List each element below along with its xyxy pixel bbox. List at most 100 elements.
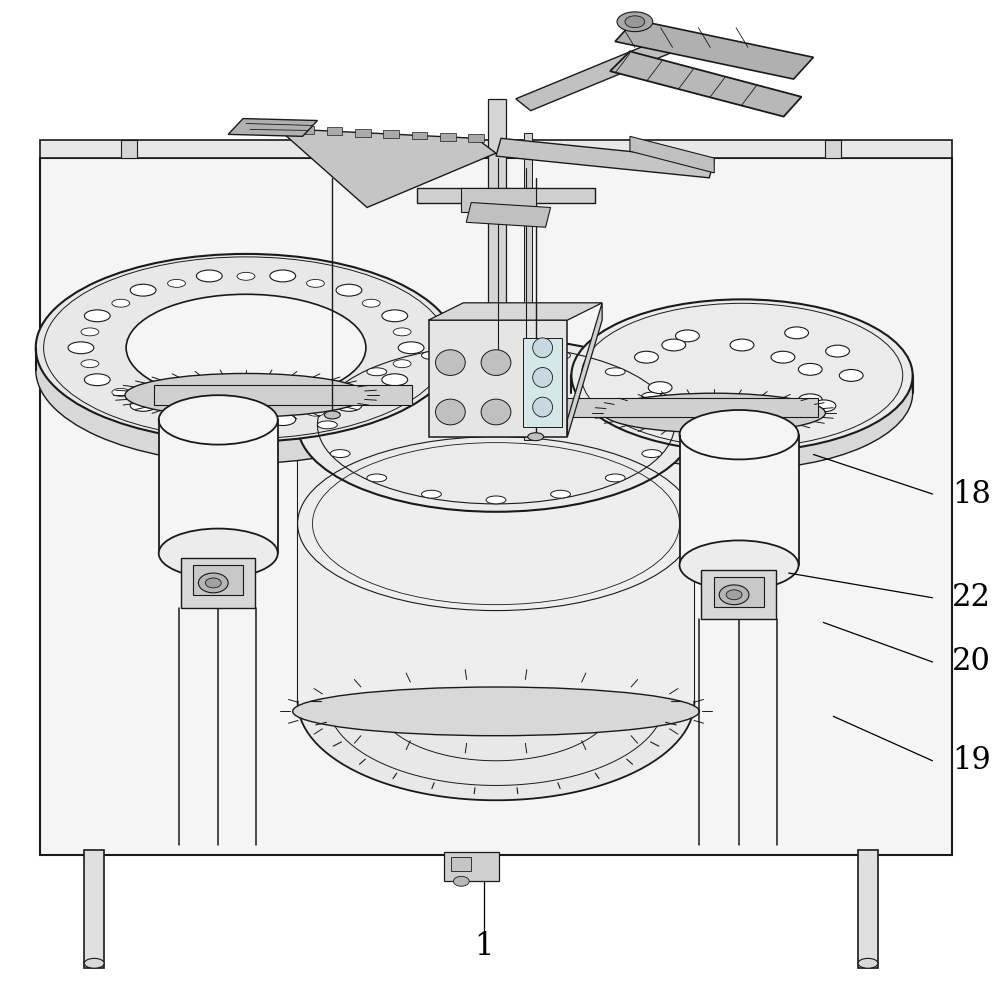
Bar xyxy=(524,133,532,440)
Ellipse shape xyxy=(486,496,506,504)
Ellipse shape xyxy=(471,410,521,430)
Ellipse shape xyxy=(785,327,809,339)
Ellipse shape xyxy=(159,395,278,445)
Bar xyxy=(440,133,456,141)
Ellipse shape xyxy=(298,338,694,512)
Polygon shape xyxy=(278,128,496,207)
Polygon shape xyxy=(466,203,551,227)
Ellipse shape xyxy=(317,421,337,429)
Ellipse shape xyxy=(719,585,749,605)
Ellipse shape xyxy=(680,540,799,590)
Ellipse shape xyxy=(826,345,849,357)
Ellipse shape xyxy=(676,330,699,342)
Polygon shape xyxy=(496,138,714,178)
Text: 18: 18 xyxy=(952,478,991,510)
Text: 19: 19 xyxy=(952,745,991,777)
Ellipse shape xyxy=(605,474,625,482)
Bar xyxy=(468,134,484,142)
Ellipse shape xyxy=(533,397,553,417)
Ellipse shape xyxy=(196,414,222,426)
Ellipse shape xyxy=(435,399,465,425)
Bar xyxy=(355,128,371,136)
Ellipse shape xyxy=(435,350,465,375)
Ellipse shape xyxy=(382,373,408,385)
Polygon shape xyxy=(40,140,952,158)
Ellipse shape xyxy=(689,406,713,418)
Ellipse shape xyxy=(571,317,913,469)
Ellipse shape xyxy=(362,299,380,307)
Ellipse shape xyxy=(81,328,99,336)
Polygon shape xyxy=(417,188,595,203)
Ellipse shape xyxy=(293,687,699,736)
Bar xyxy=(84,850,104,968)
Ellipse shape xyxy=(481,399,511,425)
Bar xyxy=(451,857,471,871)
Bar xyxy=(714,577,764,607)
Ellipse shape xyxy=(362,388,380,396)
Ellipse shape xyxy=(422,490,441,498)
Polygon shape xyxy=(298,425,694,711)
Bar xyxy=(193,565,243,595)
Ellipse shape xyxy=(336,399,362,411)
Ellipse shape xyxy=(367,474,387,482)
Ellipse shape xyxy=(84,958,104,968)
Ellipse shape xyxy=(382,310,408,322)
Ellipse shape xyxy=(533,368,553,387)
Ellipse shape xyxy=(486,346,506,354)
Polygon shape xyxy=(571,375,913,393)
Ellipse shape xyxy=(730,339,754,351)
Ellipse shape xyxy=(270,270,296,282)
Ellipse shape xyxy=(812,400,836,412)
Polygon shape xyxy=(680,435,799,565)
Bar xyxy=(523,338,562,427)
Bar xyxy=(121,140,137,158)
Ellipse shape xyxy=(84,310,110,322)
Ellipse shape xyxy=(533,338,553,358)
Ellipse shape xyxy=(716,394,740,406)
Polygon shape xyxy=(567,302,602,437)
Ellipse shape xyxy=(551,490,570,498)
Polygon shape xyxy=(610,51,802,117)
Ellipse shape xyxy=(527,350,557,375)
Ellipse shape xyxy=(481,350,511,375)
Ellipse shape xyxy=(680,410,799,459)
Polygon shape xyxy=(154,385,412,405)
Ellipse shape xyxy=(237,273,255,281)
Ellipse shape xyxy=(662,339,686,351)
Ellipse shape xyxy=(112,388,130,396)
Text: 22: 22 xyxy=(952,582,991,614)
Ellipse shape xyxy=(771,352,795,364)
Polygon shape xyxy=(429,302,602,320)
Ellipse shape xyxy=(330,450,350,457)
Ellipse shape xyxy=(398,342,424,354)
Ellipse shape xyxy=(367,368,387,375)
Ellipse shape xyxy=(168,408,185,416)
Ellipse shape xyxy=(130,399,156,411)
Ellipse shape xyxy=(198,573,228,593)
Ellipse shape xyxy=(603,393,825,433)
Polygon shape xyxy=(228,119,317,136)
Bar xyxy=(701,570,776,619)
Polygon shape xyxy=(461,188,536,212)
Ellipse shape xyxy=(617,12,653,32)
Ellipse shape xyxy=(84,373,110,385)
Bar xyxy=(444,852,499,881)
Text: 1: 1 xyxy=(474,931,494,962)
Ellipse shape xyxy=(422,352,441,360)
Ellipse shape xyxy=(798,394,822,406)
Bar xyxy=(327,127,342,135)
Polygon shape xyxy=(298,701,694,800)
Polygon shape xyxy=(159,420,278,553)
Ellipse shape xyxy=(393,360,411,368)
Ellipse shape xyxy=(726,590,742,600)
Ellipse shape xyxy=(655,421,675,429)
Polygon shape xyxy=(516,40,675,111)
Ellipse shape xyxy=(571,299,913,452)
Ellipse shape xyxy=(36,276,456,463)
Ellipse shape xyxy=(453,876,469,886)
Ellipse shape xyxy=(36,254,456,442)
Ellipse shape xyxy=(798,364,822,375)
Ellipse shape xyxy=(112,299,130,307)
Bar xyxy=(181,558,255,608)
Ellipse shape xyxy=(68,342,94,354)
